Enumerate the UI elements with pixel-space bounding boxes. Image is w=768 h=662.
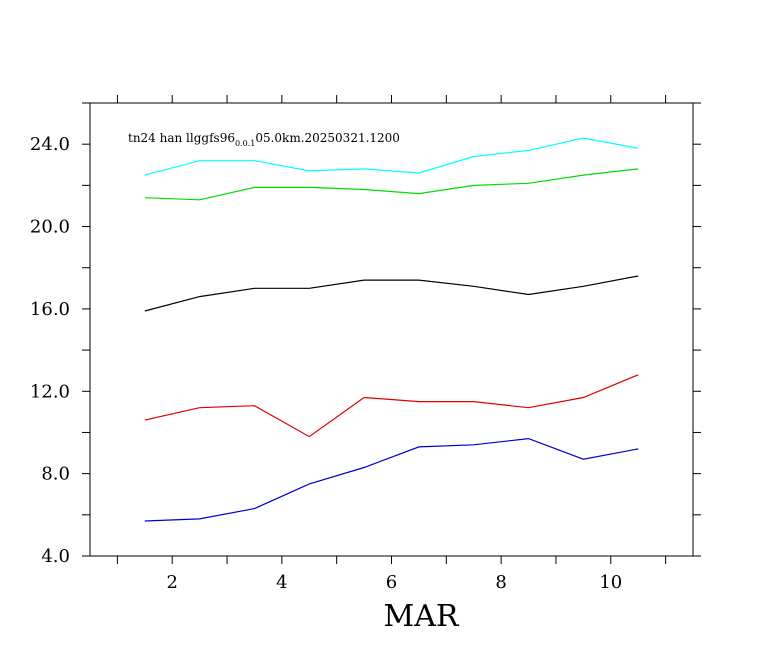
series-lines bbox=[144, 137, 639, 522]
series-line-2 bbox=[144, 275, 639, 312]
axis-ticks bbox=[82, 95, 701, 564]
y-tick-label-3: 16.0 bbox=[30, 299, 70, 320]
chart-title-tail: 05.0km.20250321.1200 bbox=[255, 131, 400, 145]
x-tick-label-2: 6 bbox=[386, 572, 397, 593]
x-tick-label-3: 8 bbox=[495, 572, 506, 593]
chart-title: tn24 han llggfs960.0.105.0km.20250321.12… bbox=[128, 131, 400, 148]
chart-title-main: tn24 han llggfs96 bbox=[128, 131, 235, 145]
y-tick-label-0: 4.0 bbox=[41, 546, 70, 567]
x-axis-title: MAR bbox=[384, 599, 460, 634]
series-line-3 bbox=[144, 374, 639, 438]
axis-tick-labels: 2 4 6 8 10 4.0 8.0 12.0 16.0 20.0 24.0 bbox=[30, 134, 622, 593]
x-tick-label-4: 10 bbox=[599, 572, 622, 593]
y-tick-label-4: 20.0 bbox=[30, 217, 70, 238]
series-line-4 bbox=[144, 437, 639, 522]
y-tick-label-2: 12.0 bbox=[30, 381, 70, 402]
chart-title-sub: 0.0.1 bbox=[235, 139, 255, 148]
y-tick-label-5: 24.0 bbox=[30, 134, 70, 155]
x-tick-label-1: 4 bbox=[276, 572, 287, 593]
x-tick-label-0: 2 bbox=[167, 572, 178, 593]
series-line-1 bbox=[144, 168, 639, 201]
series-line-0 bbox=[144, 137, 639, 176]
y-tick-label-1: 8.0 bbox=[41, 464, 70, 485]
